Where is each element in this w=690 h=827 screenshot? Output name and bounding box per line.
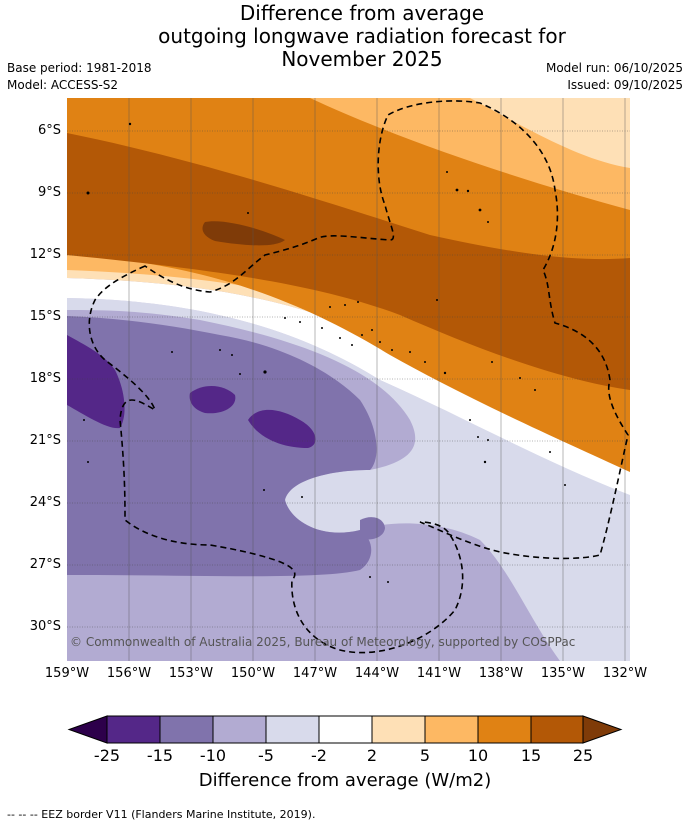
colorbar-segment-2 xyxy=(160,716,213,743)
anomaly-band-neg15-neg10 xyxy=(67,316,377,577)
copyright-notice: © Commonwealth of Australia 2025, Bureau… xyxy=(70,635,575,649)
lat-label-6s: 6°S xyxy=(37,123,61,138)
lon-label-138w: 138°W xyxy=(478,666,524,681)
colorbar-title: Difference from average (W/m2) xyxy=(198,770,492,791)
anomaly-band-neg2-pos2 xyxy=(67,278,630,495)
lat-label-9s: 9°S xyxy=(37,185,61,200)
anomaly-blob-gt25 xyxy=(202,221,285,246)
colorbar-tick-label: 25 xyxy=(572,746,594,765)
colorbar-tick-label: -25 xyxy=(93,746,121,765)
colorbar-tick-label: 2 xyxy=(366,746,378,765)
lon-label-153w: 153°W xyxy=(168,666,214,681)
anomaly-blob-neg15-neg10 xyxy=(360,517,385,540)
model-name: Model: ACCESS-S2 xyxy=(7,78,119,92)
colorbar-tick-label: -2 xyxy=(311,746,327,765)
model-run: Model run: 06/10/2025 xyxy=(545,61,683,75)
colorbar-tick-label: -10 xyxy=(199,746,227,765)
base-period: Base period: 1981-2018 xyxy=(7,61,152,75)
anomaly-blob-neg25-neg15-west xyxy=(67,335,125,429)
lon-label-135w: 135°W xyxy=(540,666,586,681)
anomaly-band-neg5-neg2 xyxy=(67,298,630,661)
colorbar-tick-label: -15 xyxy=(146,746,174,765)
colorbar-tick-label: 10 xyxy=(467,746,489,765)
colorbar-extend-high xyxy=(582,715,623,744)
lon-label-144w: 144°W xyxy=(354,666,400,681)
eez-legend: -- -- -- EEZ border V11 (Flanders Marine… xyxy=(7,808,316,821)
colorbar-segment-3 xyxy=(213,716,266,743)
colorbar-segment-8 xyxy=(478,716,531,743)
island-markers xyxy=(83,122,566,583)
anomaly-blob-neg25-neg15-east xyxy=(248,409,316,448)
colorbar-segment-6 xyxy=(372,716,425,743)
title-line-2: outgoing longwave radiation forecast for xyxy=(158,24,566,48)
meta-right: Model run: 06/10/2025 Issued: 09/10/2025 xyxy=(546,60,683,94)
lon-label-147w: 147°W xyxy=(292,666,338,681)
map-area: © Commonwealth of Australia 2025, Bureau… xyxy=(67,98,630,661)
lat-label-12s: 12°S xyxy=(29,247,61,262)
lon-label-132w: 132°W xyxy=(602,666,648,681)
colorbar-segment-7 xyxy=(425,716,478,743)
colorbar xyxy=(67,715,623,744)
meta-left: Base period: 1981-2018 Model: ACCESS-S2 xyxy=(7,60,152,94)
title-line-1: Difference from average xyxy=(239,1,485,25)
anomaly-band-pos15-pos25 xyxy=(67,133,630,390)
lon-label-156w: 156°W xyxy=(106,666,152,681)
colorbar-tick-label: -5 xyxy=(258,746,274,765)
colorbar-outline xyxy=(106,715,584,744)
lat-label-15s: 15°S xyxy=(29,309,61,324)
chart-title: Difference from average outgoing longwav… xyxy=(0,2,690,71)
lon-label-150w: 150°W xyxy=(230,666,276,681)
lat-label-21s: 21°S xyxy=(29,433,61,448)
lon-label-159w: 159°W xyxy=(44,666,90,681)
lat-label-24s: 24°S xyxy=(29,495,61,510)
colorbar-segment-4 xyxy=(266,716,319,743)
lat-label-30s: 30°S xyxy=(29,619,61,634)
colorbar-extend-low xyxy=(67,715,108,744)
colorbar-segment-5 xyxy=(319,716,372,743)
colorbar-tick-label: 15 xyxy=(520,746,542,765)
colorbar-segment-1 xyxy=(107,716,160,743)
title-line-3: November 2025 xyxy=(281,47,443,71)
lon-label-141w: 141°W xyxy=(416,666,462,681)
lat-label-27s: 27°S xyxy=(29,557,61,572)
lon-gridlines xyxy=(128,98,626,661)
anomaly-blob-neg25-neg15-central xyxy=(189,386,236,414)
lat-label-18s: 18°S xyxy=(29,371,61,386)
eez-border xyxy=(88,100,629,654)
colorbar-tick-label: 5 xyxy=(419,746,431,765)
colorbar-dividers xyxy=(159,716,532,743)
issued-date: Issued: 09/10/2025 xyxy=(567,78,683,92)
colorbar-segment-9 xyxy=(531,716,583,743)
